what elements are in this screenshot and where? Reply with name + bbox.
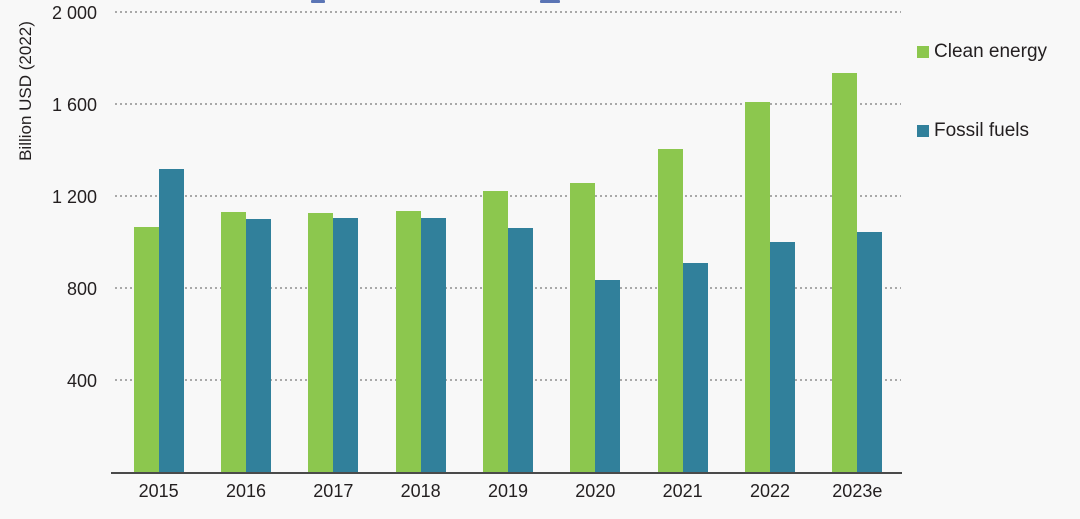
- legend-item-clean-energy: Clean energy: [917, 41, 1047, 63]
- bar-clean-energy-2019: [483, 191, 508, 473]
- bar-fossil-fuels-2023e: [857, 231, 883, 473]
- bar-fossil-fuels-2018: [420, 217, 446, 473]
- y-tick-label-1200: 1 200: [51, 187, 97, 207]
- x-tick-label-2020: 2020: [575, 481, 616, 501]
- x-axis-line: [111, 472, 902, 474]
- bar-fossil-fuels-2021: [682, 262, 708, 473]
- bar-clean-energy-2017: [308, 213, 334, 473]
- bar-clean-energy-2020: [570, 183, 596, 473]
- x-tick-label-2021: 2021: [662, 481, 703, 501]
- x-tick-label-2023e: 2023e: [832, 481, 883, 501]
- bar-clean-energy-2016: [221, 211, 246, 473]
- bar-clean-energy-2023e: [832, 72, 858, 473]
- gridline-2000: [115, 11, 901, 13]
- gridline-1600: [115, 103, 901, 105]
- bar-fossil-fuels-2017: [333, 217, 359, 473]
- bar-clean-energy-2015: [133, 226, 159, 473]
- x-tick-label-2017: 2017: [313, 481, 354, 501]
- bar-clean-energy-2021: [657, 148, 683, 473]
- bar-clean-energy-2018: [395, 210, 421, 473]
- y-tick-label-1600: 1 600: [51, 95, 97, 115]
- plot-area: [115, 0, 901, 473]
- legend-swatch-clean-energy: [917, 46, 929, 58]
- legend-swatch-fossil-fuels: [917, 125, 929, 137]
- x-tick-label-2015: 2015: [138, 481, 179, 501]
- legend-label-fossil-fuels: Fossil fuels: [934, 120, 1030, 141]
- bar-clean-energy-2022: [745, 101, 770, 473]
- legend-label-clean-energy: Clean energy: [934, 41, 1048, 62]
- cropped-title-fragment: [540, 0, 560, 3]
- x-tick-label-2016: 2016: [225, 481, 267, 501]
- y-axis-title: Billion USD (2022): [16, 21, 35, 161]
- y-tick-label-400: 400: [66, 371, 97, 391]
- bar-fossil-fuels-2019: [508, 228, 533, 473]
- bar-fossil-fuels-2016: [246, 218, 271, 473]
- x-tick-label-2018: 2018: [400, 481, 441, 501]
- x-tick-label-2022: 2022: [749, 481, 791, 501]
- bar-fossil-fuels-2022: [770, 241, 795, 473]
- legend-item-fossil-fuels: Fossil fuels: [917, 120, 1029, 142]
- cropped-title-fragment: [311, 0, 325, 3]
- bar-fossil-fuels-2015: [158, 169, 184, 473]
- gridline-1200: [115, 195, 901, 197]
- bar-fossil-fuels-2020: [595, 279, 621, 473]
- y-tick-label-2000: 2 000: [51, 3, 97, 23]
- x-tick-label-2019: 2019: [487, 481, 529, 501]
- y-tick-label-800: 800: [66, 279, 97, 299]
